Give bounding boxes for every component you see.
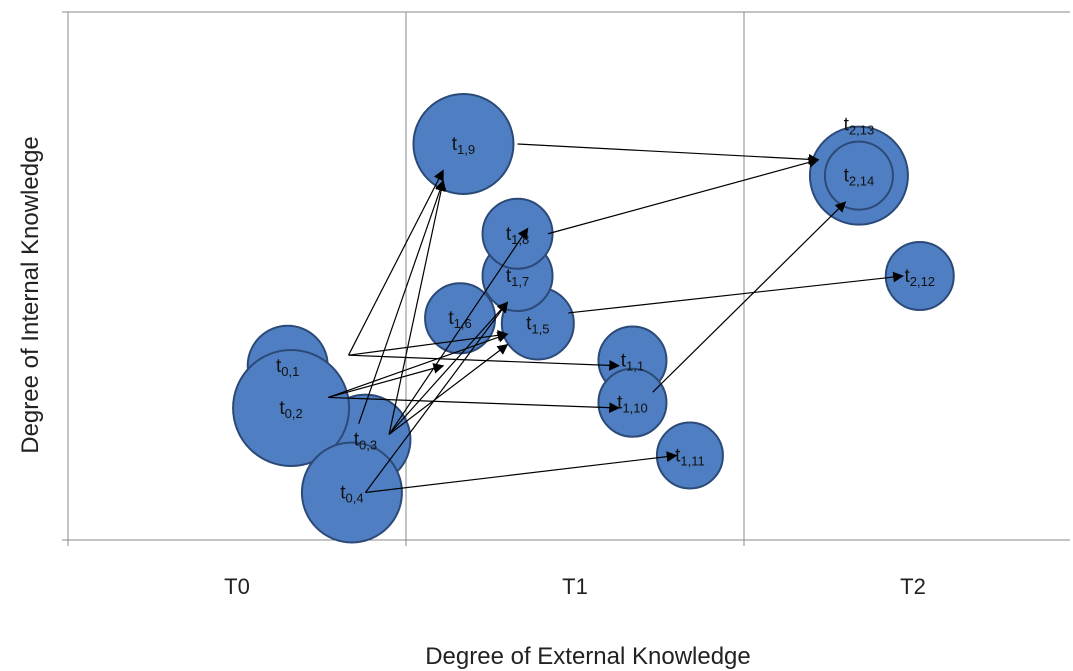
transition-arrow bbox=[652, 201, 847, 393]
bubbles-layer: t0,1t0,3t0,2t0,4t1,9t1,5t1,6t1,7t1,8t1,1… bbox=[232, 93, 955, 544]
bubble-t0_4 bbox=[300, 441, 403, 544]
transition-arrow bbox=[547, 157, 820, 235]
bubble-label-t2_14: t2,14 bbox=[844, 166, 875, 189]
transition-arrow bbox=[388, 301, 509, 435]
transition-arrow bbox=[364, 301, 509, 493]
x-axis-label: Degree of External Knowledge bbox=[425, 643, 751, 670]
transition-arrow bbox=[328, 363, 445, 399]
bubble-t1_9 bbox=[412, 93, 515, 195]
transition-arrow bbox=[328, 396, 621, 414]
bubble-label-t2_12: t2,12 bbox=[904, 266, 935, 289]
bubble-t1_10 bbox=[597, 367, 668, 438]
x-tick-label: T1 bbox=[562, 574, 588, 599]
bubble-label-t1_5: t1,5 bbox=[526, 314, 549, 337]
bubble-label-t0_2: t0,2 bbox=[279, 398, 302, 421]
transition-arrow bbox=[568, 271, 904, 314]
bubble-label-t0_4: t0,4 bbox=[340, 482, 363, 505]
bubble-label-t1_10: t1,10 bbox=[617, 393, 648, 416]
arrows-layer bbox=[328, 143, 904, 494]
bubble-label-t1_6: t1,6 bbox=[448, 308, 471, 331]
transition-arrow bbox=[348, 354, 621, 371]
x-tick-labels: T0 T1 T2 bbox=[224, 574, 926, 599]
bubble-label-t1_7: t1,7 bbox=[506, 266, 529, 289]
x-tick-label: T0 bbox=[224, 574, 250, 599]
bubble-label-t2_13: t2,13 bbox=[844, 115, 875, 138]
transition-arrow bbox=[388, 343, 509, 435]
transition-arrow bbox=[348, 169, 444, 356]
x-tick-label: T2 bbox=[900, 574, 926, 599]
bubble-label-t1_1: t1,1 bbox=[621, 350, 644, 373]
transition-arrow bbox=[517, 143, 820, 165]
y-axis-label: Degree of Internal Knowledge bbox=[17, 136, 44, 454]
bubble-t2_12 bbox=[884, 241, 955, 311]
transition-arrow bbox=[388, 227, 529, 435]
bubble-label-t0_3: t0,3 bbox=[354, 430, 377, 453]
transition-arrow bbox=[365, 451, 678, 494]
bubble-label-t1_9: t1,9 bbox=[452, 134, 475, 157]
bubble-t1_11 bbox=[655, 421, 724, 490]
transition-arrow bbox=[358, 179, 446, 425]
bubble-label-t0_1: t0,1 bbox=[276, 356, 299, 379]
transition-arrow bbox=[328, 332, 509, 399]
bubble-t0_2 bbox=[232, 349, 351, 467]
bubble-label-t1_11: t1,11 bbox=[675, 446, 705, 469]
transition-arrow bbox=[388, 179, 447, 435]
bubble-t1_8 bbox=[481, 197, 554, 270]
bubble-t2_14 bbox=[823, 140, 894, 211]
